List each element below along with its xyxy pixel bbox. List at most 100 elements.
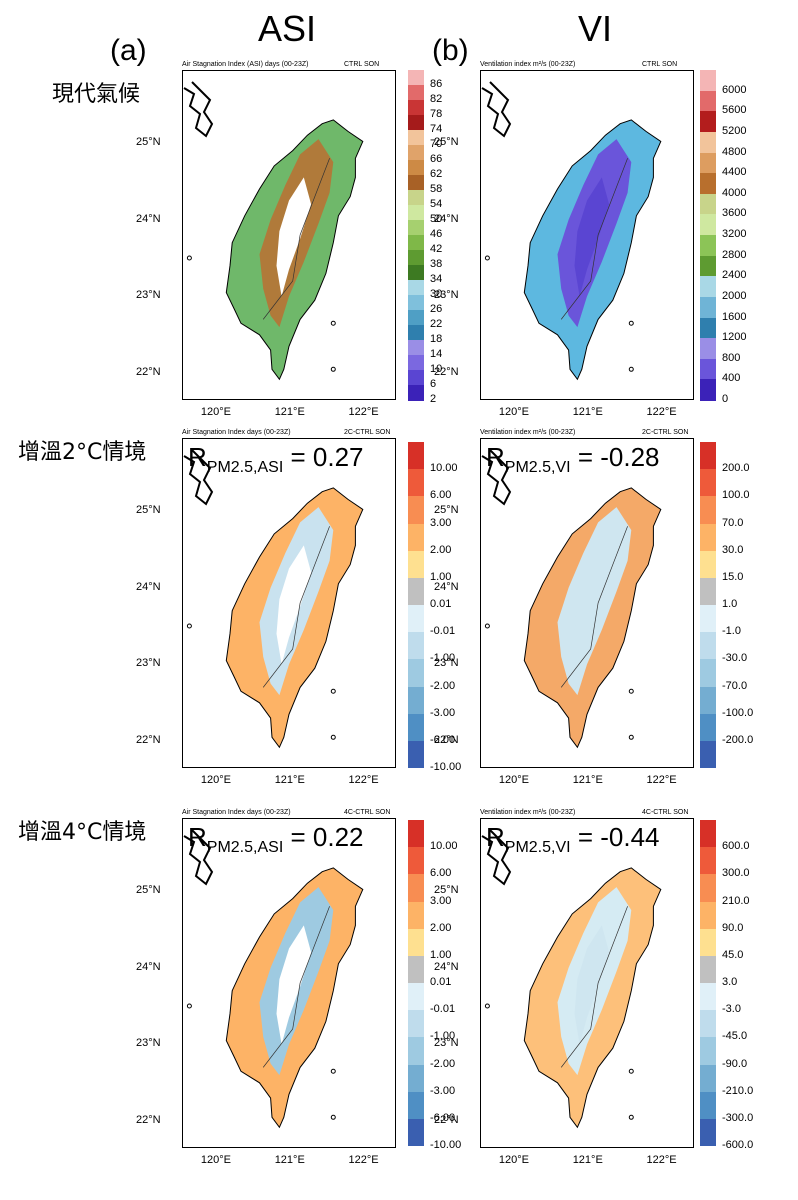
lon-tick-label: 122°E — [348, 406, 379, 418]
colorbar-label: -6.00 — [430, 1111, 456, 1124]
colorbar-label: 3.0 — [722, 976, 738, 988]
colorbar-swatch — [408, 1010, 424, 1038]
small-island — [628, 366, 634, 372]
lat-tick-label: 24°N — [434, 580, 459, 593]
colorbar-swatch — [408, 983, 424, 1011]
colorbar-swatch — [408, 100, 424, 116]
colorbar-label: 2800 — [722, 248, 747, 261]
colorbar-label: 6.00 — [430, 867, 452, 880]
colorbar-swatch — [700, 193, 716, 215]
small-island — [628, 688, 634, 694]
small-island — [484, 623, 490, 629]
colorbar-swatch — [408, 847, 424, 875]
colorbar-swatch — [700, 276, 716, 298]
colorbar-label: 3.00 — [430, 894, 452, 907]
lon-tick-label: 121°E — [572, 406, 603, 418]
colorbar-label: 400 — [722, 372, 741, 385]
lat-tick-label: 24°N — [434, 960, 459, 973]
map-panel-3 — [182, 438, 396, 768]
panel-title: Ventilation index m²/s (00-23Z) — [480, 61, 576, 68]
lat-tick-label: 23°N — [434, 657, 459, 670]
small-island — [628, 1114, 634, 1120]
colorbar-swatch — [408, 496, 424, 524]
colorbar-swatch — [700, 874, 716, 902]
colorbar-swatch — [408, 340, 424, 356]
colorbar-label: 3600 — [722, 207, 747, 220]
panel-scenario: 4C-CTRL SON — [642, 809, 689, 816]
correlation-label: RPM2.5,ASI = 0.22 — [188, 822, 364, 857]
lat-tick-label: 25°N — [434, 135, 459, 148]
central-region — [276, 545, 312, 665]
colorbar-swatch — [408, 874, 424, 902]
colorbar-label: 50 — [430, 213, 443, 225]
colorbar-label: 45.0 — [722, 948, 744, 961]
colorbar-swatch — [408, 310, 424, 326]
correlation-label: RPM2.5,VI = -0.28 — [486, 442, 660, 477]
colorbar-swatch — [408, 205, 424, 221]
colorbar-label: 300.0 — [722, 867, 750, 880]
colorbar-swatch — [408, 632, 424, 660]
colorbar-swatch — [408, 280, 424, 296]
mainland-coast — [481, 829, 512, 886]
small-island — [330, 320, 336, 326]
colorbar-swatch — [408, 659, 424, 687]
lon-tick-label: 121°E — [572, 774, 603, 786]
colorbar-label: 58 — [430, 183, 443, 195]
colorbar-swatch — [700, 214, 716, 236]
colorbar-swatch — [700, 955, 716, 984]
small-island — [330, 366, 336, 372]
colorbar-label: 10 — [430, 363, 443, 375]
colorbar-label: 600.0 — [722, 840, 750, 853]
colorbar-label: -6.00 — [430, 733, 456, 746]
colorbar-swatch — [408, 355, 424, 371]
colorbar-label: 10.00 — [430, 840, 458, 853]
panel-scenario: CTRL SON — [642, 61, 678, 68]
lon-tick-label: 121°E — [274, 406, 305, 418]
map-panel-1 — [182, 70, 396, 400]
colorbar-label: 2 — [430, 393, 437, 405]
colorbar-label: -90.0 — [722, 1057, 748, 1070]
lat-tick-label: 24°N — [434, 212, 459, 225]
colorbar-swatch — [700, 442, 716, 470]
colorbar-label: 2.00 — [430, 921, 452, 934]
colorbar-swatch — [408, 523, 424, 552]
colorbar-swatch — [700, 577, 716, 606]
colorbar-label: -210.0 — [722, 1084, 754, 1097]
lat-tick-label: 24°N — [136, 580, 161, 593]
colorbar-label: 14 — [430, 348, 443, 360]
colorbar-swatch — [700, 1037, 716, 1065]
colorbar-swatch — [700, 90, 716, 112]
colorbar-label: 1.00 — [430, 570, 452, 583]
row-label-2c: 增溫2°C情境 — [18, 440, 147, 465]
lat-tick-label: 25°N — [136, 883, 161, 896]
colorbar-label: 54 — [430, 198, 443, 210]
colorbar-label: -100.0 — [722, 706, 754, 719]
panel-scenario: 2C-CTRL SON — [642, 429, 689, 436]
map-panel-5 — [182, 818, 396, 1148]
colorbar-swatch — [700, 358, 716, 380]
colorbar-swatch — [700, 928, 716, 957]
county-boundary — [262, 526, 330, 688]
lat-tick-label: 25°N — [136, 135, 161, 148]
colorbar-label: -3.00 — [430, 1084, 456, 1097]
colorbar-label: 2000 — [722, 289, 747, 302]
colorbar-swatch — [700, 70, 716, 92]
colorbar-swatch — [700, 523, 716, 552]
lon-tick-label: 122°E — [646, 774, 677, 786]
colorbar-label: -600.0 — [722, 1139, 754, 1151]
colorbar-swatch — [700, 1064, 716, 1093]
county-boundary — [560, 906, 628, 1068]
lat-tick-label: 23°N — [136, 1037, 161, 1050]
lat-tick-label: 22°N — [136, 734, 161, 747]
colorbar-label: 1200 — [722, 331, 747, 344]
lat-tick-label: 24°N — [136, 212, 161, 225]
colorbar-label: 26 — [430, 303, 443, 315]
colorbar-swatch — [700, 983, 716, 1011]
small-island — [484, 255, 490, 261]
lat-tick-label: 24°N — [136, 960, 161, 973]
lat-tick-label: 22°N — [434, 734, 459, 747]
colorbar-swatch — [408, 928, 424, 957]
colorbar-label: 46 — [430, 228, 443, 240]
colorbar-swatch — [700, 496, 716, 524]
lon-tick-label: 122°E — [646, 1154, 677, 1166]
